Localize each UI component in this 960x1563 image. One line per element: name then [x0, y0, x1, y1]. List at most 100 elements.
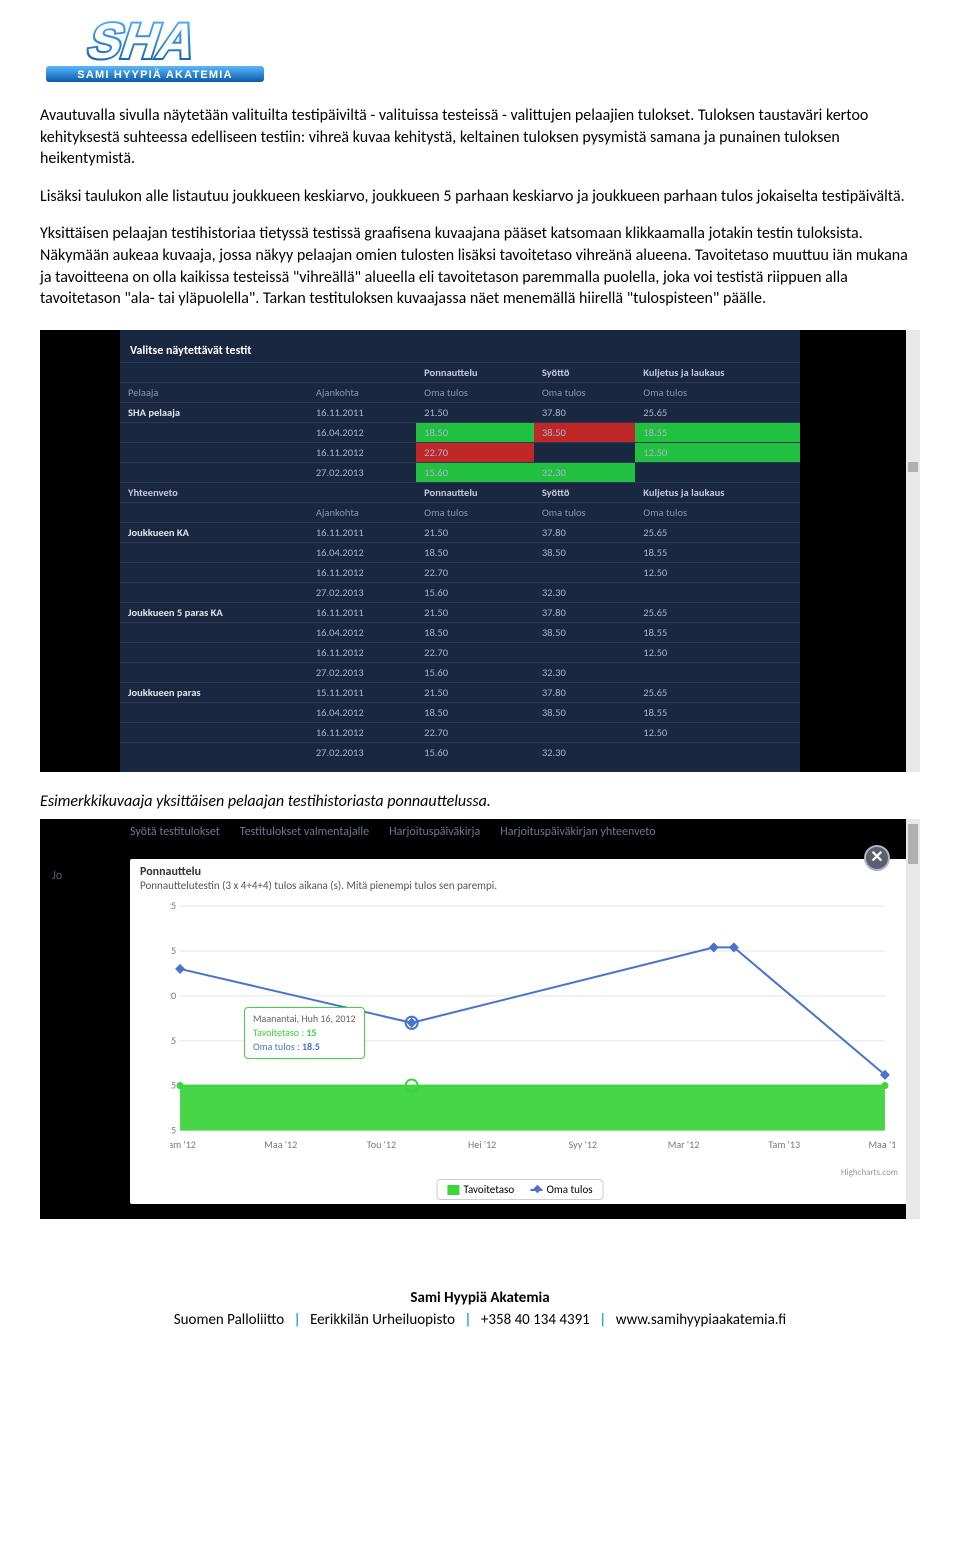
cell-value[interactable]: 37.80 — [534, 522, 635, 542]
cell-date: 16.11.2012 — [308, 442, 416, 462]
cell-value[interactable]: 18.50 — [416, 542, 534, 562]
cell-value[interactable] — [635, 462, 800, 482]
nav-item[interactable]: Syötä testitulokset — [130, 825, 220, 839]
summary-label — [120, 642, 308, 662]
cell-value[interactable] — [534, 562, 635, 582]
footer-item: Eerikkilän Urheiluopisto — [310, 1311, 455, 1329]
tooltip-own-val: 18.5 — [302, 1040, 320, 1053]
cell-date: 16.11.2011 — [308, 602, 416, 622]
chart-credit: Highcharts.com — [841, 1167, 898, 1178]
cell-value[interactable]: 18.50 — [416, 702, 534, 722]
cell-value[interactable]: 18.55 — [635, 422, 800, 442]
cell-value[interactable]: 22.70 — [416, 722, 534, 742]
cell-value[interactable]: 38.50 — [534, 542, 635, 562]
nav-item[interactable]: Harjoituspäiväkirja — [389, 825, 480, 839]
scrollbar[interactable] — [906, 330, 920, 772]
cell-value[interactable]: 21.50 — [416, 402, 534, 422]
cell-date: 16.11.2011 — [308, 402, 416, 422]
cell-value[interactable]: 38.50 — [534, 622, 635, 642]
tooltip-date: Maanantai, Huh 16, 2012 — [253, 1012, 356, 1026]
svg-text:25: 25 — [170, 901, 176, 912]
cell-value[interactable]: 25.65 — [635, 522, 800, 542]
cell-value[interactable]: 37.80 — [534, 682, 635, 702]
table-row: Joukkueen KA16.11.201121.5037.8025.65 — [120, 522, 800, 542]
close-icon[interactable]: ✕ — [864, 845, 890, 871]
cell-value[interactable]: 25.65 — [635, 682, 800, 702]
tooltip-own-label: Oma tulos : — [253, 1040, 300, 1053]
cell-value[interactable]: 18.55 — [635, 702, 800, 722]
cell-value[interactable]: 21.50 — [416, 682, 534, 702]
table-row: 16.04.201218.5038.5018.55 — [120, 542, 800, 562]
cell-date: 16.11.2012 — [308, 722, 416, 742]
sub-header: Oma tulos — [416, 382, 534, 402]
cell-value[interactable] — [534, 642, 635, 662]
cell-value[interactable]: 32.30 — [534, 742, 635, 762]
cell-value[interactable]: 15.60 — [416, 582, 534, 602]
cell-value[interactable]: 22.70 — [416, 562, 534, 582]
cell-value[interactable]: 12.50 — [635, 642, 800, 662]
cell-value[interactable]: 18.55 — [635, 542, 800, 562]
summary-header: Yhteenveto — [120, 482, 308, 502]
table-row: SHA pelaaja16.11.201121.5037.8025.65 — [120, 402, 800, 422]
svg-text:17.5: 17.5 — [170, 1033, 176, 1046]
cell-value[interactable]: 18.50 — [416, 422, 534, 442]
logo-text-top: SHA — [81, 13, 205, 69]
group-header: Ponnauttelu — [416, 362, 534, 382]
cell-value[interactable]: 32.30 — [534, 582, 635, 602]
chart-panel: Ponnauttelu Ponnauttelutestin (3 x 4+4+4… — [130, 859, 910, 1204]
svg-text:20: 20 — [170, 989, 176, 1002]
group-header — [308, 362, 416, 382]
table-row: 27.02.201315.6032.30 — [120, 462, 800, 482]
table-row: 16.11.201222.7012.50 — [120, 642, 800, 662]
cell-value[interactable] — [534, 722, 635, 742]
cell-value[interactable]: 21.50 — [416, 602, 534, 622]
cell-value[interactable]: 25.65 — [635, 402, 800, 422]
cell-value[interactable]: 21.50 — [416, 522, 534, 542]
cell-value[interactable]: 32.30 — [534, 462, 635, 482]
player-label — [120, 422, 308, 442]
legend-line: Oma tulos — [547, 1183, 593, 1196]
cell-value[interactable]: 15.60 — [416, 462, 534, 482]
cell-value[interactable]: 37.80 — [534, 602, 635, 622]
table-row: 16.11.201222.70 12.50 — [120, 722, 800, 742]
scrollbar[interactable] — [906, 819, 920, 1219]
chart-legend: Tavoitetaso Oma tulos — [436, 1179, 603, 1200]
nav-item[interactable]: Harjoituspäiväkirjan yhteenveto — [500, 825, 655, 839]
cell-value[interactable] — [635, 582, 800, 602]
summary-label: Joukkueen paras — [120, 682, 308, 702]
cell-value[interactable]: 18.50 — [416, 622, 534, 642]
cell-value[interactable]: 22.70 — [416, 442, 534, 462]
table-row: 16.11.201222.70 12.50 — [120, 442, 800, 462]
cell-value[interactable]: 38.50 — [534, 422, 635, 442]
cell-value[interactable] — [534, 442, 635, 462]
logo: SHA SAMI HYYPIÄ AKATEMIA — [40, 0, 920, 105]
cell-value[interactable]: 25.65 — [635, 602, 800, 622]
cell-value[interactable]: 37.80 — [534, 402, 635, 422]
screenshot-chart: Syötä testitulokset Testitulokset valment… — [40, 819, 920, 1219]
legend-area: Tavoitetaso — [463, 1183, 514, 1196]
nav-item[interactable]: Testitulokset valmentajalle — [240, 825, 369, 839]
cell-value[interactable] — [635, 742, 800, 762]
cell-value[interactable] — [635, 662, 800, 682]
results-table: PonnautteluSyöttöKuljetus ja laukausPela… — [120, 362, 800, 762]
table-row: 16.11.201222.7012.50 — [120, 562, 800, 582]
cell-value[interactable]: 12.50 — [635, 722, 800, 742]
svg-text:Syy '12: Syy '12 — [569, 1138, 597, 1151]
chart-plot-area: 12.51517.52022.525Tam '12Maa '12Tou '12H… — [170, 901, 895, 1156]
sub-header: Ajankohta — [308, 382, 416, 402]
chart-title: Ponnauttelu — [130, 859, 910, 879]
summary-label — [120, 542, 308, 562]
logo-text-bottom: SAMI HYYPIÄ AKATEMIA — [77, 68, 232, 81]
cell-value[interactable]: 32.30 — [534, 662, 635, 682]
cell-value[interactable]: 15.60 — [416, 662, 534, 682]
cell-value[interactable]: 18.55 — [635, 622, 800, 642]
cell-value[interactable]: 12.50 — [635, 562, 800, 582]
table-row: 27.02.201315.6032.30 — [120, 582, 800, 602]
group-header — [120, 362, 308, 382]
table-row: 16.04.201218.5038.5018.55 — [120, 622, 800, 642]
footer-item: www.samihyypiaakatemia.fi — [616, 1311, 787, 1329]
cell-value[interactable]: 38.50 — [534, 702, 635, 722]
cell-value[interactable]: 12.50 — [635, 442, 800, 462]
cell-value[interactable]: 22.70 — [416, 642, 534, 662]
cell-value[interactable]: 15.60 — [416, 742, 534, 762]
